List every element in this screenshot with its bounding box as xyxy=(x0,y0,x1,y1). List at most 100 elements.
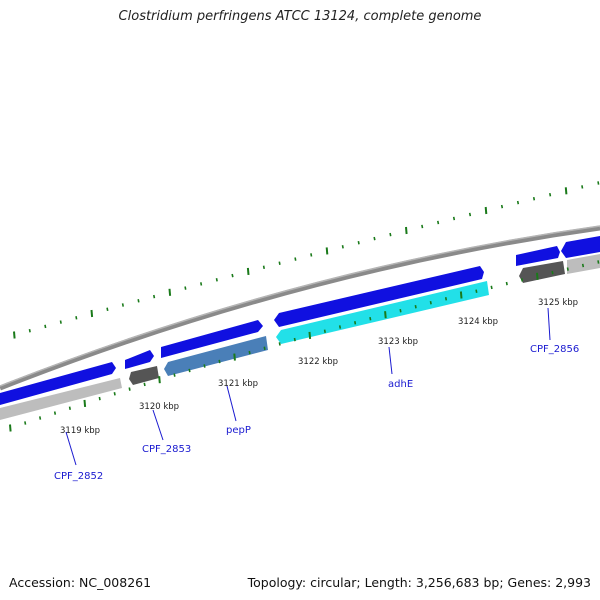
ruler-tick-mark xyxy=(200,282,203,286)
gene-label-leader xyxy=(547,307,551,341)
ruler-tick-mark xyxy=(551,270,554,275)
inner-ruler-ticks xyxy=(9,260,600,432)
ruler-tick-mark xyxy=(369,316,372,321)
ruler-tick-mark xyxy=(452,216,456,221)
ruler-tick-mark xyxy=(218,359,221,364)
gene-label[interactable]: CPF_2853 xyxy=(142,444,191,455)
ruler-tick-mark xyxy=(143,382,146,387)
ruler-tick-mark xyxy=(532,196,536,201)
adhE-cds-arrow[interactable] xyxy=(276,281,489,344)
gene-label[interactable]: CPF_2856 xyxy=(530,344,579,355)
ruler-tick-mark xyxy=(158,376,161,384)
ruler-tick-mark xyxy=(13,331,16,339)
ruler-tick-mark xyxy=(153,294,156,299)
ruler-tick-mark xyxy=(310,253,313,257)
gene-label[interactable]: CPF_2852 xyxy=(54,471,103,482)
gene-label-leader xyxy=(65,431,77,466)
gene-label-leader xyxy=(226,385,237,422)
forward-cds-arrow[interactable] xyxy=(516,246,560,266)
forward-cds-arrow[interactable] xyxy=(0,362,116,405)
ruler-tick-mark xyxy=(278,342,281,346)
ruler-tick-mark xyxy=(384,311,387,319)
ruler-tick-mark xyxy=(293,337,296,342)
ruler-tick-mark xyxy=(323,329,326,333)
genome-backbone xyxy=(0,225,600,391)
accession-text: Accession: NC_008261 xyxy=(9,575,152,590)
ruler-tick-mark xyxy=(437,220,440,225)
ruler-tick-mark xyxy=(475,289,478,293)
ruler-tick-mark xyxy=(354,321,357,325)
ruler-tick-mark xyxy=(421,224,424,229)
ruler-tick-mark xyxy=(203,364,206,368)
ruler-tick-mark xyxy=(188,368,191,373)
ruler-tick-mark xyxy=(389,232,392,237)
gene-label[interactable]: adhE xyxy=(388,379,413,390)
forward-cds-arrow[interactable] xyxy=(161,320,263,358)
ruler-tick-mark xyxy=(294,257,297,261)
reverse-cds-arrow[interactable] xyxy=(164,336,268,376)
ruler-tick-mark xyxy=(505,281,508,286)
ruler-tick-mark xyxy=(581,263,585,268)
ruler-tick-mark xyxy=(566,267,569,271)
ruler-tick-mark xyxy=(68,406,71,410)
ruler-tick-mark xyxy=(90,309,94,318)
ruler-tick-mark xyxy=(564,187,568,195)
ruler-tick-mark xyxy=(39,416,42,420)
ruler-tick-mark xyxy=(233,353,236,361)
gene-label-leader xyxy=(388,346,393,375)
ruler-tick-mark xyxy=(459,291,463,299)
ruler-tick-mark xyxy=(414,304,417,309)
ruler-tick-label: 3125 kbp xyxy=(538,298,578,308)
ruler-tick-mark xyxy=(520,278,524,282)
reverse-cds-arrow[interactable] xyxy=(0,378,122,420)
ruler-tick-mark xyxy=(308,331,312,339)
ruler-tick-mark xyxy=(215,278,218,282)
ruler-tick-mark xyxy=(373,236,376,241)
ruler-tick-mark xyxy=(278,261,281,265)
ruler-tick-mark xyxy=(75,316,78,320)
ruler-tick-label: 3120 kbp xyxy=(139,402,179,412)
ruler-tick-mark xyxy=(98,396,101,401)
ruler-tick-mark xyxy=(28,328,31,333)
ruler-tick-mark xyxy=(128,387,131,391)
ruler-tick-mark xyxy=(173,373,176,377)
ruler-tick-mark xyxy=(262,265,265,270)
ruler-tick-label: 3123 kbp xyxy=(378,337,418,347)
gene-label-leader xyxy=(152,409,164,441)
ruler-tick-mark xyxy=(231,273,234,278)
ruler-tick-mark xyxy=(263,346,266,351)
ruler-tick-mark xyxy=(341,245,344,249)
ruler-tick-mark xyxy=(338,325,342,329)
forward-cds-arrow[interactable] xyxy=(561,236,600,258)
ruler-tick-mark xyxy=(549,192,552,197)
ruler-tick-mark xyxy=(597,260,600,264)
ruler-tick-mark xyxy=(106,307,109,312)
reverse-cds-arrow[interactable] xyxy=(519,261,565,283)
map-title: Clostridium perfringens ATCC 13124, comp… xyxy=(118,9,482,24)
ruler-tick-mark xyxy=(53,411,57,415)
ruler-tick-label: 3119 kbp xyxy=(60,426,100,436)
ruler-tick-mark xyxy=(184,286,187,290)
ruler-tick-mark xyxy=(83,399,87,407)
ruler-tick-mark xyxy=(444,297,448,301)
ruler-tick-mark xyxy=(357,240,360,245)
ruler-tick-mark xyxy=(248,350,251,355)
ruler-tick-label: 3124 kbp xyxy=(458,317,498,327)
ruler-tick-mark xyxy=(44,324,47,329)
ruler-tick-mark xyxy=(536,272,539,280)
ruler-tick-labels: 3119 kbp 3120 kbp 3121 kbp 3122 kbp 3123… xyxy=(60,298,578,436)
ruler-tick-label: 3122 kbp xyxy=(298,357,338,367)
genome-summary-text: Topology: circular; Length: 3,256,683 bp… xyxy=(247,575,591,590)
gene-features[interactable] xyxy=(0,236,600,420)
backbone-line xyxy=(0,225,600,391)
gene-label[interactable]: pepP xyxy=(226,425,251,436)
backbone-highlight xyxy=(0,225,600,387)
ruler-tick-mark xyxy=(246,267,250,275)
ruler-tick-mark xyxy=(59,320,62,324)
forward-cds-arrow[interactable] xyxy=(125,350,154,369)
forward-cds-arrow[interactable] xyxy=(274,266,484,327)
ruler-tick-mark xyxy=(113,392,116,396)
ruler-tick-mark xyxy=(484,206,488,215)
reverse-cds-arrow[interactable] xyxy=(129,366,159,385)
